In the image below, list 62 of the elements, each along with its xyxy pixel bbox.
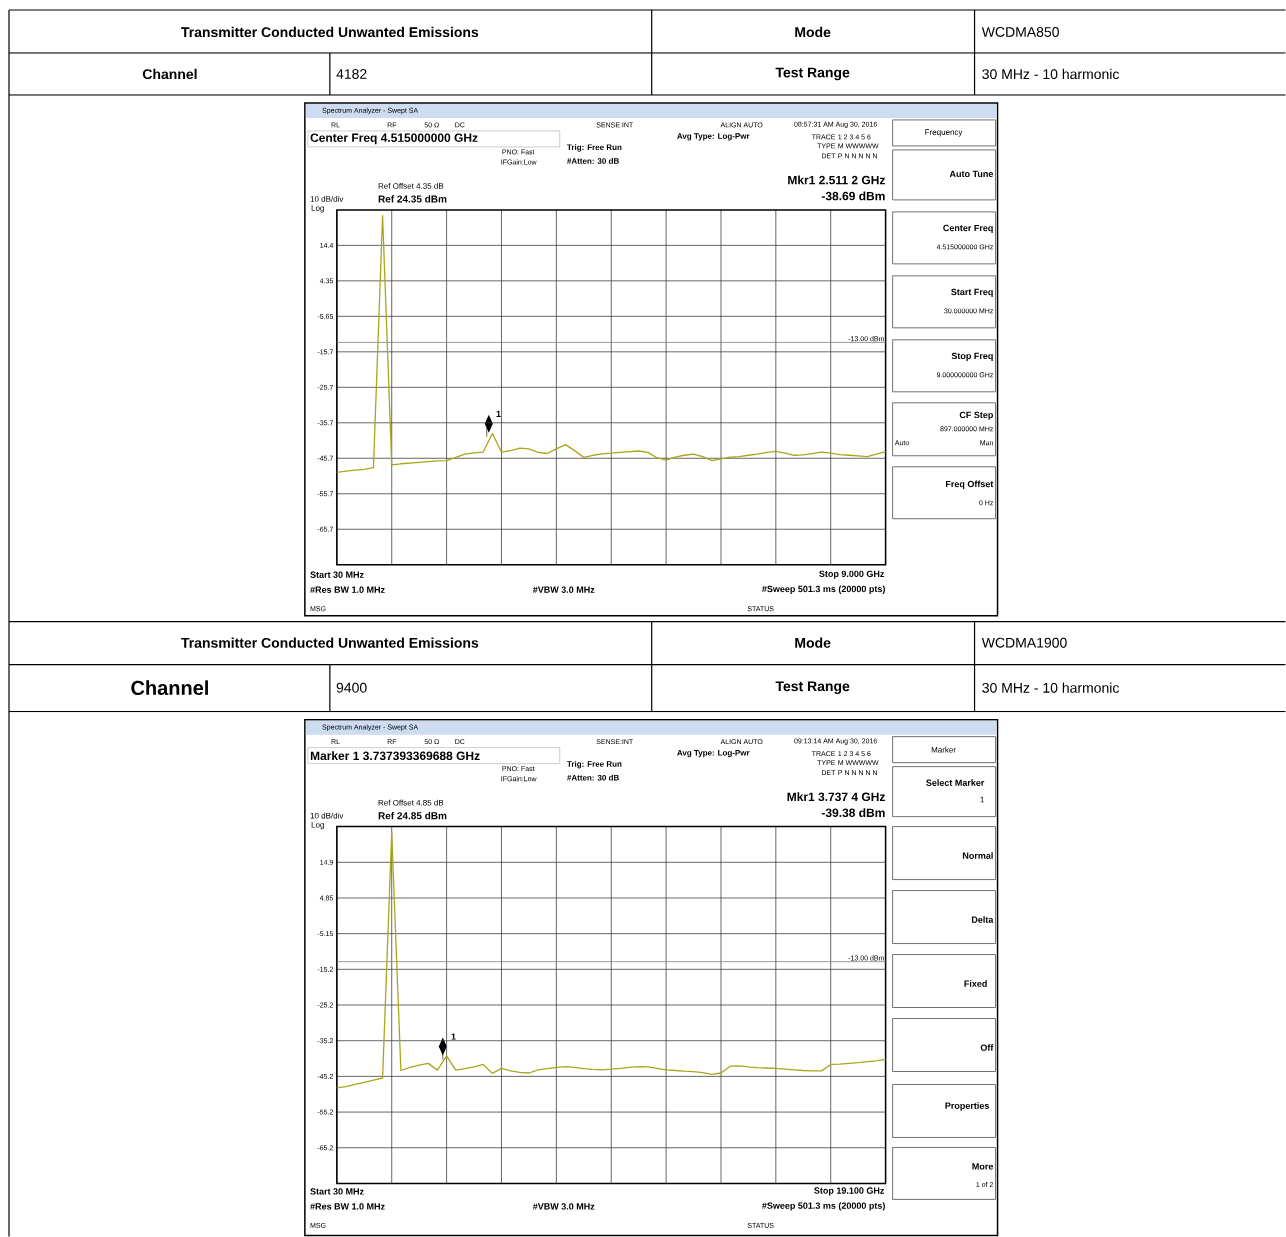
text: Frequency [925,129,963,137]
text: Test Range [775,681,850,694]
text: Normal [962,852,993,859]
text: WCDMA1900 [981,637,1067,648]
text: Ref Offset 4.85 dB [378,799,444,806]
text: Properties [945,1102,989,1111]
text: #Sweep 501.3 ms (20000 pts) [762,1202,885,1211]
annotation: 1 [496,410,501,417]
text: Delta [971,916,994,923]
text: #Sweep 501.3 ms (20000 pts) [762,585,885,594]
text: #Atten: 30 dB [567,157,619,164]
text: Ref 24.35 dBm [378,195,447,203]
text: #VBW 3.0 MHz [532,586,595,593]
text: Stop Freq [951,352,993,361]
text: Mode [795,26,831,38]
text: Ref Offset 4.35 dB [378,182,444,189]
text: Test Range [775,67,850,81]
text: #VBW 3.0 MHz [532,1203,595,1210]
text: Stop 9.000 GHz [819,570,885,579]
text: More [972,1163,994,1170]
text: Transmitter Conducted Unwanted Emissions [181,637,479,648]
text: 30 MHz - 10 harmonic [982,682,1120,693]
text: Marker 1 3.737393369688 GHz [310,751,480,761]
text: Freq Offset [945,480,994,489]
text: Channel [142,68,197,80]
text: Auto Tune [949,170,994,178]
text: Start 30 MHz [310,571,364,578]
text: Select Marker [926,779,985,786]
text: Mkr1 3.737 4 GHz [787,792,885,802]
text: Log [311,205,324,213]
text: Log [311,822,324,830]
text: #Res BW 1.0 MHz [310,1203,385,1210]
text: 9400 [336,682,367,693]
text: 1 [980,796,984,803]
text: Center Freq 4.515000000 GHz [310,133,478,145]
text: -38.69 dBm [821,191,885,201]
text: Center Freq [943,224,993,233]
annotation: 1 [451,1033,456,1040]
text: Trig: Free Run [567,760,622,769]
text: Start Freq [951,288,993,297]
text: Ref 24.85 dBm [378,811,447,820]
text: Fixed [964,980,987,987]
text: Start 30 MHz [310,1188,364,1195]
text: Stop 19.100 GHz [814,1187,885,1196]
text: Avg Type: Log-Pwr [677,133,750,141]
text: 10 dB/div [310,195,344,202]
text: Off [980,1044,994,1051]
text: 30 MHz - 10 harmonic [982,68,1120,80]
text: #Res BW 1.0 MHz [310,586,385,593]
text: Mkr1 2.511 2 GHz [788,175,885,185]
text: -39.38 dBm [821,808,885,818]
text: 10 dB/div [310,812,344,819]
text: Channel [131,680,208,695]
text: Trig: Free Run [567,144,622,152]
text: CF Step [959,411,993,420]
text: WCDMA850 [981,27,1059,37]
text: 4182 [336,68,367,79]
text: #Atten: 30 dB [567,774,619,781]
text: Mode [795,637,831,648]
text: Avg Type: Log-Pwr [677,750,750,758]
text: Marker [931,746,956,753]
text: Transmitter Conducted Unwanted Emissions [181,26,479,38]
